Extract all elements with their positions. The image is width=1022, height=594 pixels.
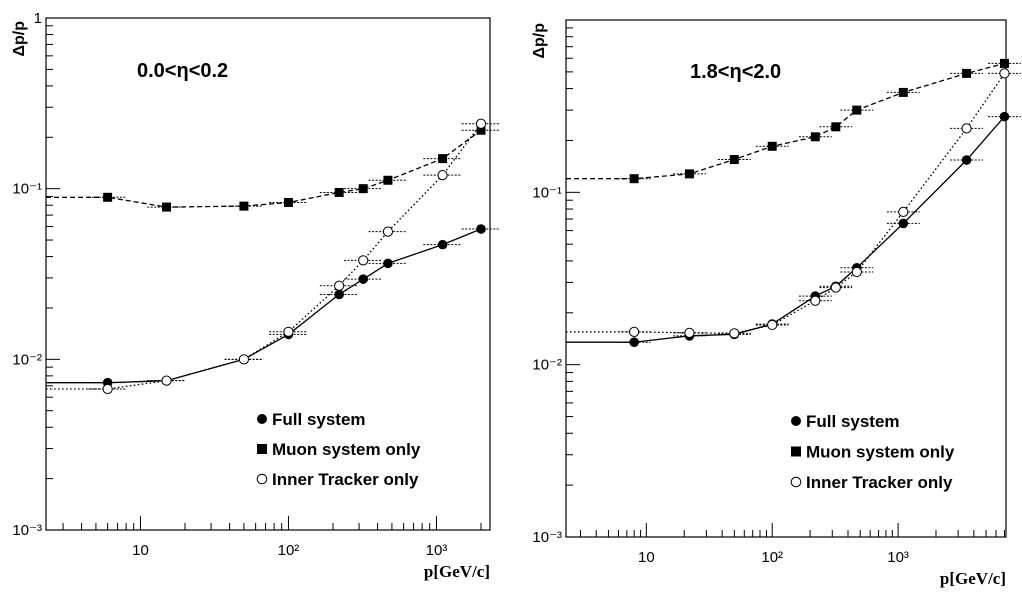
y-tick-label: 10⁻² (12, 351, 42, 368)
data-point (962, 68, 972, 78)
data-point (283, 326, 294, 337)
data-point (358, 184, 368, 194)
data-point (383, 258, 393, 269)
data-point (283, 197, 293, 207)
y-tick-label: 10⁻¹ (12, 181, 42, 198)
series-line (566, 116, 1005, 343)
legend-marker (791, 446, 801, 457)
series-line (46, 123, 482, 390)
data-point (239, 201, 249, 211)
data-point (437, 239, 448, 250)
legend-marker (257, 414, 267, 424)
data-point (629, 174, 639, 184)
y-tick-label: 10⁻³ (12, 522, 42, 539)
legend-marker (256, 473, 268, 485)
data-point (629, 337, 639, 348)
y-tick-label: 10⁻¹ (532, 184, 562, 201)
data-point (851, 266, 862, 278)
data-point (684, 327, 695, 338)
data-point (810, 132, 820, 142)
x-tick-label: 10² (761, 549, 783, 566)
legend-label: Muon system only (272, 440, 421, 459)
y-tick-label: 10⁻² (532, 357, 562, 374)
data-point (961, 123, 972, 134)
x-tick-label: 10 (638, 549, 655, 566)
data-point (898, 218, 909, 229)
legend: Full system Muon system only Inner Tracker… (790, 412, 955, 492)
data-point (476, 125, 486, 135)
series-open-circle (566, 68, 1021, 339)
data-point (830, 282, 841, 293)
data-point (383, 175, 393, 185)
data-point (475, 118, 487, 129)
series-line (46, 129, 482, 208)
data-point (999, 111, 1010, 122)
data-point (898, 206, 909, 217)
data-point (382, 226, 394, 237)
series-open-circle (46, 118, 501, 395)
data-point (729, 328, 740, 339)
legend-marker (791, 416, 801, 426)
data-point (161, 375, 172, 386)
data-point (162, 202, 172, 212)
data-point (437, 170, 448, 181)
x-tick-label: 10 (132, 542, 149, 559)
data-point (334, 280, 345, 291)
data-point (358, 255, 369, 266)
series-line (566, 73, 1006, 334)
x-tick-label: 10² (278, 542, 300, 559)
series-filled-circle (46, 224, 501, 388)
x-tick-label: 10³ (887, 549, 909, 566)
data-point (999, 58, 1009, 68)
data-point (334, 289, 344, 300)
chart-panel-2: 10 10² 10³ 10⁻³ 10⁻² 10⁻¹ Δp/p p[GeV/c] 1.8<η<2.… (531, 19, 1021, 588)
y-axis-label: Δp/p (531, 23, 548, 59)
legend-label: Inner Tracker only (272, 470, 419, 489)
legend-marker (257, 444, 267, 454)
data-point (852, 105, 862, 115)
legend: Full system Muon system only Inner Tracker… (256, 410, 421, 489)
data-point (438, 154, 448, 164)
data-point (629, 326, 640, 337)
chart-panel-1: 10 10² 10³ 10⁻³ 10⁻² 10⁻¹ 1 Δp/p p[GeV/c] 0.0<η<0… (11, 10, 501, 581)
series-line (566, 62, 1005, 180)
x-axis-label: p[GeV/c] (424, 562, 490, 581)
legend-label: Full system (272, 410, 366, 429)
y-tick-label: 10⁻³ (532, 529, 562, 546)
data-point (767, 319, 778, 331)
data-point (898, 87, 908, 97)
series-line (46, 228, 482, 384)
y-tick-label: 1 (34, 10, 42, 27)
legend-label: Muon system only (806, 443, 955, 462)
data-point (684, 169, 694, 179)
data-point (103, 192, 113, 202)
data-point (238, 354, 250, 365)
legend-label: Inner Tracker only (806, 473, 953, 492)
data-point (476, 224, 486, 234)
x-tick-label: 10³ (426, 542, 448, 559)
data-point (729, 155, 739, 165)
panel-annotation: 0.0<η<0.2 (137, 60, 228, 82)
data-point (334, 187, 344, 197)
plot-frame (45, 17, 491, 531)
y-axis-label: Δp/p (11, 21, 28, 57)
legend-marker (790, 476, 802, 488)
data-point (810, 295, 821, 306)
x-axis-label: p[GeV/c] (940, 569, 1006, 588)
series-filled-square (566, 58, 1021, 184)
data-point (831, 122, 841, 132)
legend-label: Full system (806, 412, 900, 431)
data-point (358, 274, 369, 284)
plot-frame (565, 19, 1007, 538)
data-point (999, 68, 1010, 79)
panel-annotation: 1.8<η<2.0 (690, 61, 781, 83)
data-point (767, 141, 777, 151)
data-point (961, 155, 972, 165)
data-point (102, 383, 113, 395)
series-filled-square (46, 125, 501, 212)
